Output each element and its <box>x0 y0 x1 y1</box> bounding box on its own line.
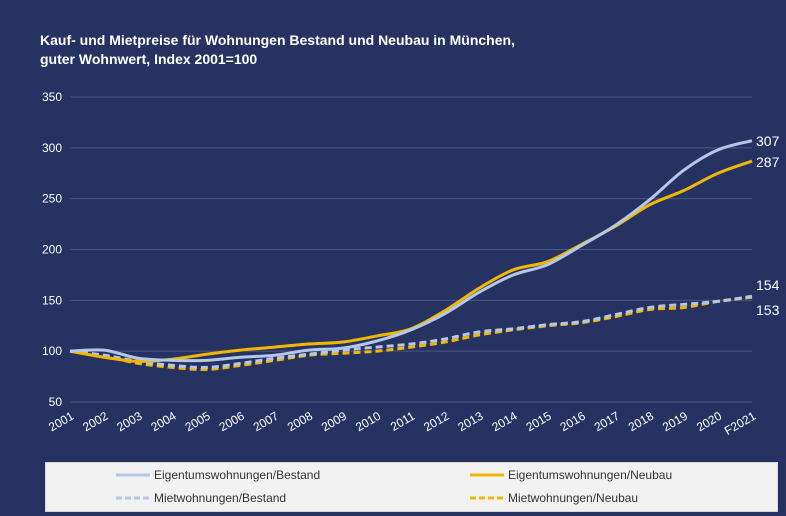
y-tick-label: 350 <box>42 90 62 104</box>
end-value-labels: 307 287 154 153 <box>756 133 780 318</box>
x-tick-label: 2007 <box>251 409 281 435</box>
x-tick-label: 2001 <box>46 409 76 435</box>
legend-item-eigentum-neubau: Eigentumswohnungen/Neubau <box>470 466 672 484</box>
x-tick-label: 2008 <box>285 409 315 435</box>
x-tick-label: 2012 <box>421 409 451 435</box>
x-tick-label: 2006 <box>217 409 247 435</box>
x-axis-tick-labels: 2001 2002 2003 2004 2005 2006 2007 2008 2009 2010… <box>46 409 758 438</box>
y-tick-label: 250 <box>42 192 62 206</box>
end-label-eigentum-neubau: 287 <box>756 154 780 170</box>
x-tick-label: 2010 <box>353 409 383 435</box>
x-tick-label: 2016 <box>558 409 588 435</box>
legend-item-eigentum-bestand: Eigentumswohnungen/Bestand <box>116 466 320 484</box>
chart-title-line-2: guter Wohnwert, Index 2001=100 <box>40 51 258 67</box>
x-tick-label: 2018 <box>626 409 656 435</box>
legend-item-miet-bestand: Mietwohnungen/Bestand <box>116 489 286 507</box>
legend-item-miet-neubau: Mietwohnungen/Neubau <box>470 489 638 507</box>
y-axis-tick-labels: 50 100 150 200 250 300 350 <box>42 90 62 409</box>
series-lines <box>69 139 753 372</box>
x-tick-label: 2005 <box>183 409 213 435</box>
legend-label: Mietwohnungen/Bestand <box>154 491 287 505</box>
x-tick-label: 2004 <box>148 409 178 435</box>
x-tick-label: 2020 <box>694 409 724 435</box>
x-tick-label: 2019 <box>660 409 690 435</box>
legend-label: Mietwohnungen/Neubau <box>508 491 639 505</box>
x-tick-label: 2011 <box>388 409 418 434</box>
chart-title: Kauf- und Mietpreise für Wohnungen Besta… <box>40 31 640 69</box>
series-miet-neubau <box>69 295 753 372</box>
y-tick-label: 150 <box>42 293 62 307</box>
end-label-miet-bestand: 154 <box>756 277 780 293</box>
legend-swatch <box>470 473 504 477</box>
legend-swatch <box>116 473 150 477</box>
x-tick-label: 2015 <box>524 409 554 435</box>
x-tick-label: 2003 <box>114 409 144 435</box>
y-tick-label: 100 <box>42 344 62 358</box>
y-tick-label: 300 <box>42 141 62 155</box>
y-tick-label: 200 <box>42 243 62 257</box>
series-miet-bestand <box>69 294 753 369</box>
legend-label: Eigentumswohnungen/Neubau <box>508 468 673 482</box>
x-tick-label: 2014 <box>489 409 519 435</box>
legend-swatch <box>470 496 504 500</box>
legend-label: Eigentumswohnungen/Bestand <box>154 468 321 482</box>
chart-title-line-1: Kauf- und Mietpreise für Wohnungen Besta… <box>40 32 515 48</box>
series-eigentum-bestand <box>69 139 753 363</box>
legend: Eigentumswohnungen/Bestand Eigentumswohn… <box>45 462 778 512</box>
x-tick-label: F2021 <box>722 409 759 438</box>
x-tick-label: 2017 <box>592 409 622 435</box>
x-tick-label: 2013 <box>455 409 485 435</box>
y-tick-label: 50 <box>49 395 63 409</box>
grid-lines <box>70 96 752 403</box>
x-tick-label: 2009 <box>319 409 349 435</box>
end-label-eigentum-bestand: 307 <box>756 133 780 149</box>
legend-swatch <box>116 496 150 500</box>
end-label-miet-neubau: 153 <box>756 302 780 318</box>
x-tick-label: 2002 <box>80 409 110 435</box>
